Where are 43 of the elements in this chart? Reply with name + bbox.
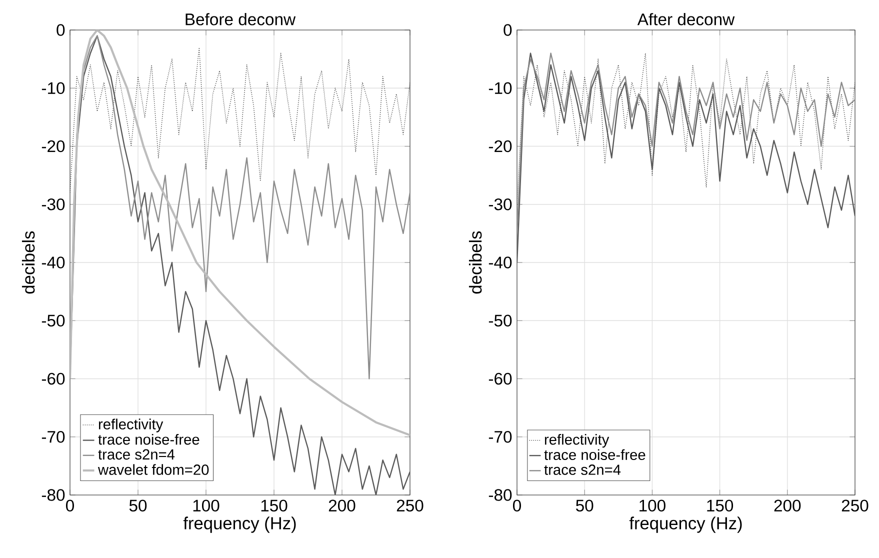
legend-label: wavelet fdom=20 — [98, 464, 209, 475]
x-tick-label: 0 — [513, 500, 521, 512]
y-axis-title: decibels — [468, 231, 482, 294]
y-tick-label: -70 — [488, 430, 512, 443]
x-tick-label: 150 — [261, 500, 288, 512]
x-tick-label: 100 — [640, 500, 666, 512]
y-tick-label: -60 — [488, 372, 512, 385]
y-tick-label: -20 — [488, 140, 512, 152]
y-tick-label: 0 — [56, 24, 65, 36]
y-tick-label: -60 — [42, 372, 65, 385]
y-tick-label: -50 — [42, 314, 65, 327]
x-tick-label: 250 — [396, 500, 424, 512]
y-tick-label: -50 — [488, 314, 512, 327]
x-tick-label: 150 — [707, 500, 734, 512]
x-tick-label: 200 — [774, 500, 801, 512]
chart-title: Before deconw — [186, 13, 296, 26]
x-tick-label: 250 — [842, 500, 868, 512]
y-tick-label: -10 — [42, 82, 65, 94]
y-axis-title: decibels — [22, 231, 35, 294]
y-tick-label: -40 — [42, 256, 65, 268]
chart-title: After deconw — [637, 13, 735, 26]
y-tick-label: -80 — [42, 489, 65, 501]
y-tick-label: -70 — [42, 430, 65, 443]
y-tick-label: -80 — [488, 489, 512, 501]
legend-label: reflectivity — [544, 434, 610, 448]
x-tick-label: 200 — [328, 500, 356, 512]
x-tick-label: 100 — [193, 500, 220, 512]
y-tick-label: -20 — [42, 140, 65, 152]
x-tick-label: 0 — [66, 500, 74, 512]
y-tick-label: -10 — [488, 82, 512, 94]
y-tick-label: -30 — [42, 198, 65, 210]
y-tick-label: 0 — [504, 24, 512, 36]
x-axis-title: frequency (Hz) — [629, 516, 742, 533]
x-tick-label: 50 — [576, 500, 594, 512]
legend-label: trace s2n=4 — [544, 464, 621, 475]
x-axis-title: frequency (Hz) — [183, 516, 296, 533]
legend-label: trace noise-free — [98, 434, 200, 445]
legend-label: reflectivity — [98, 418, 164, 432]
legend-label: trace s2n=4 — [98, 449, 175, 460]
x-tick-label: 50 — [129, 500, 147, 512]
legend-label: trace noise-free — [544, 449, 646, 460]
y-tick-label: -40 — [488, 256, 512, 268]
y-tick-label: -30 — [488, 198, 512, 210]
